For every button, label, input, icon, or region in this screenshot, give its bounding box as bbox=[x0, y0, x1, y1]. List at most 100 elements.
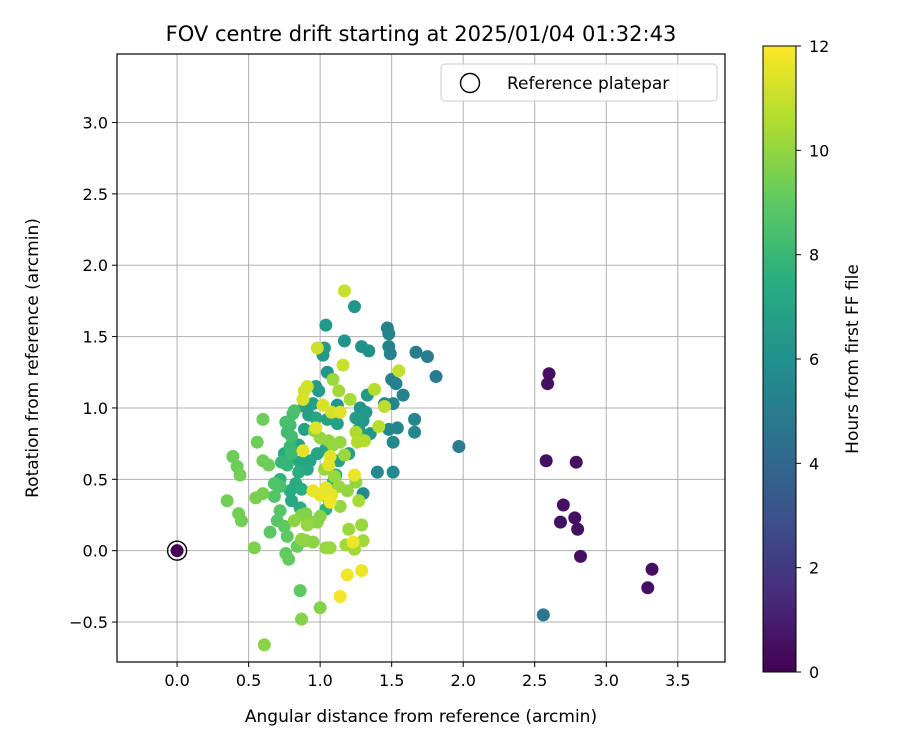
data-point bbox=[337, 334, 351, 348]
data-point bbox=[357, 434, 371, 448]
y-tick-label: 2.0 bbox=[83, 256, 108, 275]
data-point bbox=[280, 458, 294, 472]
data-point bbox=[347, 300, 361, 314]
data-point bbox=[220, 494, 234, 508]
colorbar-tick-label: 6 bbox=[809, 350, 819, 369]
data-point bbox=[541, 377, 555, 391]
colorbar-gradient bbox=[762, 45, 797, 673]
x-tick-label: 1.0 bbox=[307, 671, 332, 690]
data-point bbox=[386, 465, 400, 479]
data-point bbox=[267, 477, 281, 491]
data-point bbox=[568, 511, 582, 525]
data-point bbox=[452, 439, 466, 453]
y-tick-label: 1.0 bbox=[83, 399, 108, 418]
x-tick-label: 1.5 bbox=[379, 671, 404, 690]
y-tick-label: 1.5 bbox=[83, 328, 108, 347]
x-axis-label: Angular distance from reference (arcmin) bbox=[245, 707, 597, 727]
data-point bbox=[362, 344, 376, 358]
data-point bbox=[283, 484, 297, 498]
x-tick-label: 3.0 bbox=[594, 671, 619, 690]
data-point bbox=[226, 449, 240, 463]
data-point bbox=[337, 284, 351, 298]
data-point bbox=[279, 415, 293, 429]
data-point bbox=[309, 411, 323, 425]
data-point bbox=[333, 589, 347, 603]
y-tick-label: 0.0 bbox=[83, 542, 108, 561]
data-point bbox=[256, 412, 270, 426]
y-tick-label: 2.5 bbox=[83, 185, 108, 204]
colorbar-label: Hours from first FF file bbox=[843, 264, 863, 454]
data-point bbox=[645, 562, 659, 576]
data-point bbox=[571, 522, 585, 536]
data-point bbox=[378, 400, 392, 414]
data-point bbox=[352, 494, 366, 508]
plot-frame bbox=[116, 53, 726, 663]
data-point bbox=[382, 422, 396, 436]
data-point bbox=[342, 522, 356, 536]
y-axis-ticks: −0.5 0.0 0.5 1.0 1.5 2.0 2.5 3.0 bbox=[69, 114, 117, 632]
colorbar-tick-label: 0 bbox=[809, 663, 819, 682]
data-point bbox=[346, 535, 360, 549]
data-point bbox=[355, 564, 369, 578]
data-point bbox=[332, 384, 346, 398]
data-point bbox=[340, 568, 354, 582]
colorbar-tick-label: 2 bbox=[809, 559, 819, 578]
data-point bbox=[332, 479, 346, 493]
data-point bbox=[233, 468, 247, 482]
data-point bbox=[396, 388, 410, 402]
data-point bbox=[383, 347, 397, 361]
data-point bbox=[263, 525, 277, 539]
data-point bbox=[336, 358, 350, 372]
data-point bbox=[569, 455, 583, 469]
data-point bbox=[285, 447, 299, 461]
data-point bbox=[641, 581, 655, 595]
data-point bbox=[313, 601, 327, 615]
data-point bbox=[323, 541, 337, 555]
data-point bbox=[408, 425, 422, 439]
x-tick-label: 0.0 bbox=[164, 671, 189, 690]
data-point bbox=[280, 529, 294, 543]
data-point bbox=[309, 421, 323, 435]
colorbar: 0 2 4 6 8 10 12 Hours from first FF file bbox=[762, 37, 863, 682]
data-point bbox=[429, 370, 443, 384]
data-point bbox=[247, 541, 261, 555]
data-point bbox=[313, 509, 327, 523]
reference-marker-layer bbox=[166, 540, 188, 561]
data-point bbox=[409, 345, 423, 359]
data-point bbox=[300, 518, 314, 532]
data-point bbox=[536, 608, 550, 622]
legend: Reference platepar bbox=[440, 63, 718, 102]
data-point bbox=[539, 454, 553, 468]
legend-entry-reference: Reference platepar bbox=[507, 74, 669, 94]
data-point bbox=[297, 422, 311, 436]
data-point bbox=[234, 514, 248, 528]
x-axis-ticks: 0.0 0.5 1.0 1.5 2.0 2.5 3.0 3.5 bbox=[164, 662, 691, 690]
data-point bbox=[553, 515, 567, 529]
x-tick-label: 2.5 bbox=[522, 671, 547, 690]
data-point bbox=[333, 499, 347, 513]
data-point bbox=[295, 532, 309, 546]
colorbar-tick-label: 8 bbox=[809, 246, 819, 265]
data-point bbox=[372, 420, 386, 434]
data-point bbox=[386, 435, 400, 449]
data-point bbox=[319, 318, 333, 332]
data-point bbox=[326, 372, 340, 386]
scatter-points bbox=[170, 284, 659, 652]
data-point bbox=[287, 404, 301, 418]
data-point bbox=[556, 498, 570, 512]
data-point bbox=[310, 341, 324, 355]
legend-box bbox=[440, 63, 718, 102]
colorbar-tick-label: 4 bbox=[809, 454, 819, 473]
data-point bbox=[316, 398, 330, 412]
data-point bbox=[323, 495, 337, 509]
colorbar-tick-label: 12 bbox=[809, 37, 829, 56]
y-tick-label: 3.0 bbox=[83, 114, 108, 133]
data-point bbox=[323, 449, 337, 463]
grid bbox=[117, 54, 725, 662]
data-point bbox=[330, 417, 344, 431]
legend-reference-icon bbox=[459, 72, 481, 94]
data-point bbox=[333, 405, 347, 419]
data-point bbox=[296, 392, 310, 406]
data-point bbox=[327, 469, 341, 483]
data-point bbox=[337, 448, 351, 462]
